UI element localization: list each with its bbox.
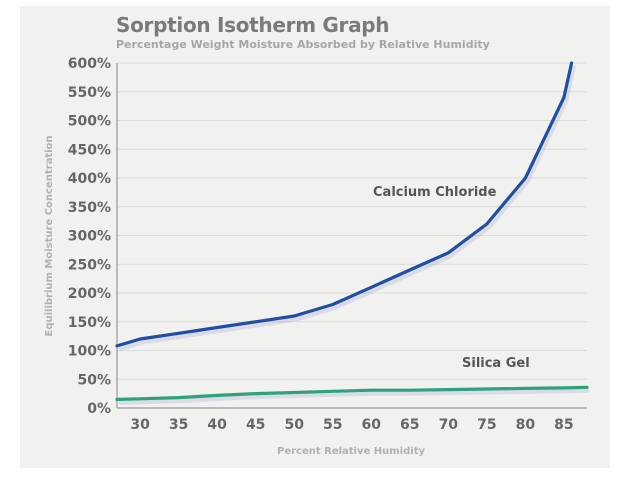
y-tick-label: 500% [68,114,111,130]
x-tick-label: 70 [439,417,459,433]
series-line-calcium-chloride [115,61,574,348]
x-tick-label: 45 [246,417,265,433]
x-tick-label: 60 [362,417,382,433]
series-line-silica-gel [115,385,589,401]
grid-lines [117,62,587,380]
x-tick-label: 80 [516,417,536,433]
axes [116,63,587,409]
y-tick-label: 100% [68,344,111,360]
x-tick-label: 85 [554,417,573,433]
y-tick-label: 550% [68,85,111,101]
series-shadow-silica-gel [118,387,590,405]
x-tick-label: 30 [130,417,150,433]
y-tick-label: 350% [68,200,111,216]
x-tick-label: 40 [207,417,227,433]
y-tick-label: 150% [68,315,111,331]
x-tick-labels: 30 35 40 45 50 55 60 65 70 75 80 85 [130,417,573,433]
y-tick-label: 300% [68,229,111,245]
x-tick-label: 65 [400,417,419,433]
x-tick-label: 35 [169,417,188,433]
y-axis-label: Equilibrium Moisture Concentration [44,135,55,336]
y-tick-label: 200% [68,286,111,302]
x-tick-label: 50 [284,417,304,433]
x-tick-label: 55 [323,417,342,433]
x-axis-label: Percent Relative Humidity [277,446,425,457]
annotation-silica-gel: Silica Gel [462,356,530,371]
series-lines [115,61,590,405]
x-tick-label: 75 [477,417,496,433]
chart-subtitle: Percentage Weight Moisture Absorbed by R… [116,38,490,51]
y-tick-label: 400% [68,171,111,187]
y-tick-label: 50% [77,372,111,388]
y-tick-label: 250% [68,257,111,273]
y-tick-label: 600% [68,56,111,72]
series-shadow-calcium-chloride [118,65,577,352]
chart-title: Sorption Isotherm Graph [116,13,390,37]
y-tick-label: 450% [68,142,111,158]
y-tick-labels: 0% 50% 100% 150% 200% 250% 300% 350% 400% 450% 500… [68,56,111,417]
y-tick-label: 0% [87,401,111,417]
annotation-calcium-chloride: Calcium Chloride [373,185,497,200]
